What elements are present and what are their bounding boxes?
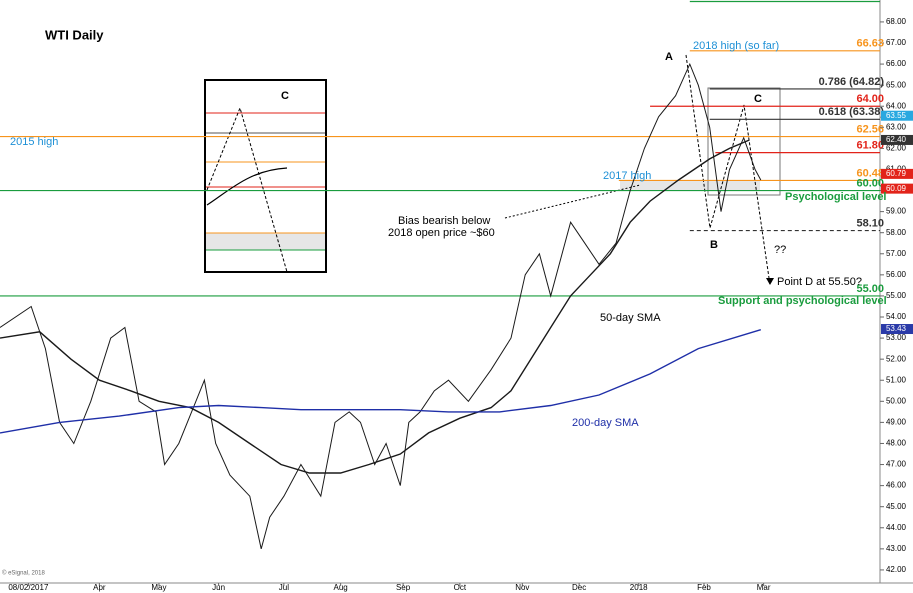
level-label: 62.56 [856,123,884,135]
inset-zone [206,233,325,250]
annotation: 200-day SMA [572,417,639,429]
price-tag [881,183,913,194]
y-tick-label: 64.00 [886,101,907,110]
annotation: 2017 high [603,170,651,182]
annotation: C [754,93,762,105]
y-tick-label: 66.00 [886,59,907,68]
level-label: 0.786 (64.82) [819,76,885,88]
level-label: 55.00 [856,283,884,295]
level-label: 60.00 [856,177,884,189]
zone [620,180,760,190]
y-tick-label: 49.00 [886,417,907,426]
level-label: 0.618 (63.38) [819,106,885,118]
annotation: Bias bearish below [398,215,490,227]
x-tick-label: Mar [757,583,771,592]
y-tick-label: 57.00 [886,249,907,258]
y-tick-label: 68.00 [886,17,907,26]
x-tick-label: 08/02/2017 [8,583,49,592]
x-tick-label: Jun [212,583,225,592]
series-line [0,62,762,550]
annotation: Point D at 55.50? [777,276,862,288]
y-tick-label: 55.00 [886,291,907,300]
annotation: 2015 high [10,136,58,148]
y-tick-label: 47.00 [886,460,907,469]
x-tick-label: Aug [334,583,348,592]
y-tick-label: 54.00 [886,312,907,321]
series-line [0,139,750,474]
y-tick-label: 52.00 [886,354,907,363]
y-tick-label: 58.00 [886,228,907,237]
y-tick-label: 46.00 [886,481,907,490]
x-tick-label: May [151,583,166,592]
y-tick-label: 62.00 [886,143,907,152]
y-tick-label: 67.00 [886,38,907,47]
annotations: 2018 high (so far) 2017 high 2015 high P… [2,40,887,577]
bias-line [504,184,641,219]
pattern-line [685,54,771,286]
y-tick-label: 45.00 [886,502,907,511]
inset-sma [206,167,288,206]
annotation: B [710,239,718,251]
y-tick-label: 53.00 [886,333,907,342]
price-tag-label: 60.09 [886,184,907,193]
inset-pattern [206,106,288,273]
annotation: 2018 open price ~$60 [388,227,495,239]
y-tick-label: 50.00 [886,396,907,405]
y-tick-label: 42.00 [886,565,907,574]
price-tag [881,134,913,145]
level-label: 66.63 [856,38,884,50]
price-tag-label: 53.43 [886,324,907,333]
annotation: 50-day SMA [600,312,661,324]
chart-title: WTI Daily [45,27,104,42]
x-tick-label: Apr [93,583,106,592]
y-tick-label: 63.00 [886,122,907,131]
annotation: Psychological level [785,191,887,203]
x-tick-label: Sep [396,583,411,592]
annotation: A [665,51,673,63]
price-tag-label: 60.79 [886,169,907,178]
arrow-head [766,278,774,285]
y-tick-label: 43.00 [886,544,907,553]
price-tag [881,324,913,335]
x-tick-label: Nov [515,583,529,592]
annotation: ?? [774,244,786,256]
annotation: Support and psychological level [718,295,887,307]
x-tick-label: Feb [697,583,711,592]
annotation: 2018 high (so far) [693,40,779,52]
series-line [0,329,762,434]
level-label: 61.80 [856,140,884,152]
x-tick-label: Oct [454,583,467,592]
level-label: 58.10 [856,217,884,229]
inset: C [204,79,327,273]
price-tag-label: 62.40 [886,135,907,144]
x-tick-label: Dec [572,583,586,592]
y-tick-label: 48.00 [886,439,907,448]
annotation: C [281,90,289,102]
y-tick-label: 59.00 [886,207,907,216]
x-tick-label: 2018 [630,583,648,592]
y-tick-label: 65.00 [886,80,907,89]
x-tick-label: Jul [279,583,289,592]
price-tag-label: 63.55 [886,111,907,120]
level-label: 60.48 [856,167,884,179]
price-tag [881,168,913,179]
y-tick-label: 56.00 [886,270,907,279]
annotation: © eSignal, 2018 [2,570,45,577]
y-tick-label: 44.00 [886,523,907,532]
level-label: 64.00 [856,93,884,105]
range-box [707,87,781,196]
price-tag [881,110,913,121]
y-tick-label: 51.00 [886,375,907,384]
